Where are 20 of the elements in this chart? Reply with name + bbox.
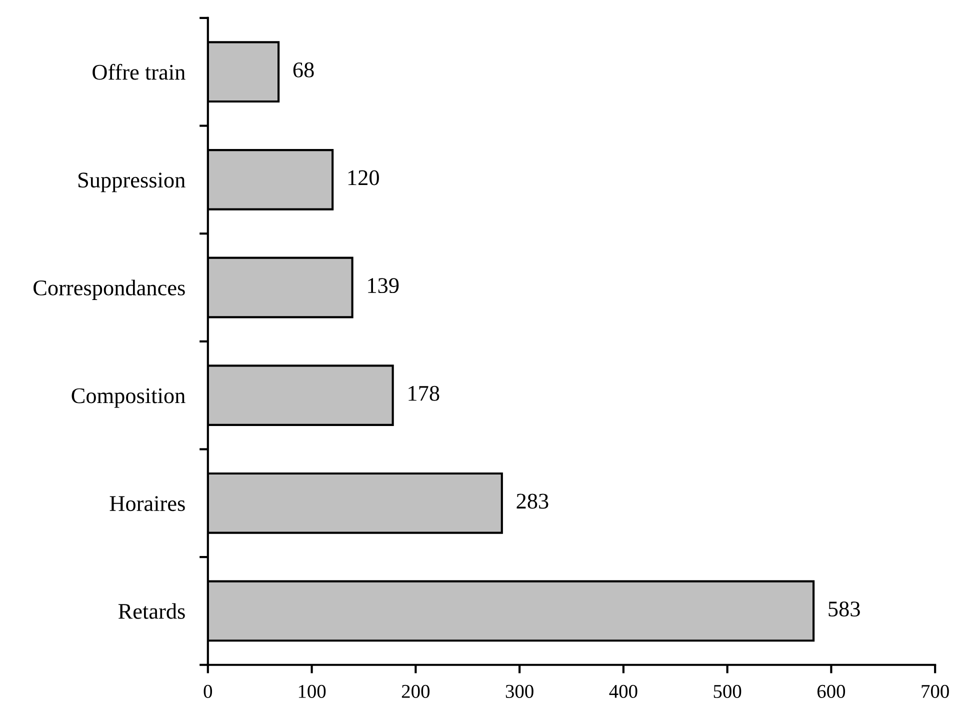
x-tick-label: 400 <box>609 684 638 698</box>
x-tick-label: 0 <box>204 684 212 698</box>
data-label: 120 <box>348 170 379 186</box>
x-tick-label: 300 <box>506 684 534 698</box>
y-tick-label: Retards <box>118 603 185 619</box>
data-label: 139 <box>368 278 399 294</box>
y-tick-label: Composition <box>72 388 186 408</box>
x-tick-label: 700 <box>922 684 949 698</box>
x-tick-label: 600 <box>817 684 846 698</box>
x-tick-label: 500 <box>714 684 742 698</box>
y-tick-label: Correspondances <box>34 280 185 300</box>
x-tick-label: 200 <box>402 684 430 698</box>
data-label: 68 <box>293 62 314 78</box>
data-label: 283 <box>516 494 548 509</box>
data-label: 583 <box>828 602 860 617</box>
y-tick-label: Suppression <box>78 172 186 192</box>
data-label: 178 <box>408 386 440 401</box>
y-tick-label: Horaires <box>110 496 185 512</box>
y-tick-label: Offre train <box>92 64 186 80</box>
x-tick-label: 100 <box>298 684 326 698</box>
